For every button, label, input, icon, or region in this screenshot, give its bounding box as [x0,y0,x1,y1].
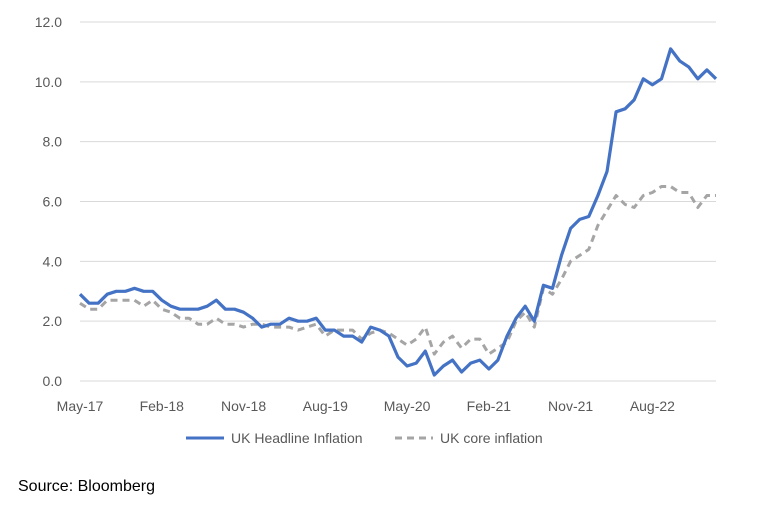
source-note: Source: Bloomberg [18,478,155,496]
x-tick-label: Aug-19 [303,398,348,414]
gridlines [80,22,716,321]
x-axis-tick-labels: May-17 Feb-18 Nov-18 Aug-19 May-20 Feb-21 Nov-… [57,398,676,414]
y-axis-tick-labels: 0.0 2.0 4.0 6.0 8.0 10.0 12.0 [35,14,62,389]
x-tick-label: Aug-22 [630,398,675,414]
y-tick-label: 4.0 [43,253,63,269]
legend-label: UK Headline Inflation [231,430,363,446]
y-tick-label: 2.0 [43,313,63,329]
line-chart: 0.0 2.0 4.0 6.0 8.0 10.0 12.0 May-17 Feb-18 Nov-… [0,0,759,470]
y-tick-label: 8.0 [43,134,63,150]
series-lines [80,49,716,375]
x-tick-label: Nov-18 [221,398,266,414]
y-tick-label: 0.0 [43,373,63,389]
series-line-core [80,187,716,355]
series-line-headline [80,49,716,375]
x-tick-label: Feb-18 [140,398,185,414]
y-tick-label: 12.0 [35,14,62,30]
legend-label: UK core inflation [440,430,543,446]
x-tick-label: Nov-21 [548,398,593,414]
x-tick-label: May-20 [384,398,431,414]
y-tick-label: 6.0 [43,194,63,210]
y-tick-label: 10.0 [35,74,62,90]
x-tick-label: Feb-21 [467,398,512,414]
legend: UK Headline Inflation UK core inflation [186,430,543,446]
x-tick-label: May-17 [57,398,104,414]
